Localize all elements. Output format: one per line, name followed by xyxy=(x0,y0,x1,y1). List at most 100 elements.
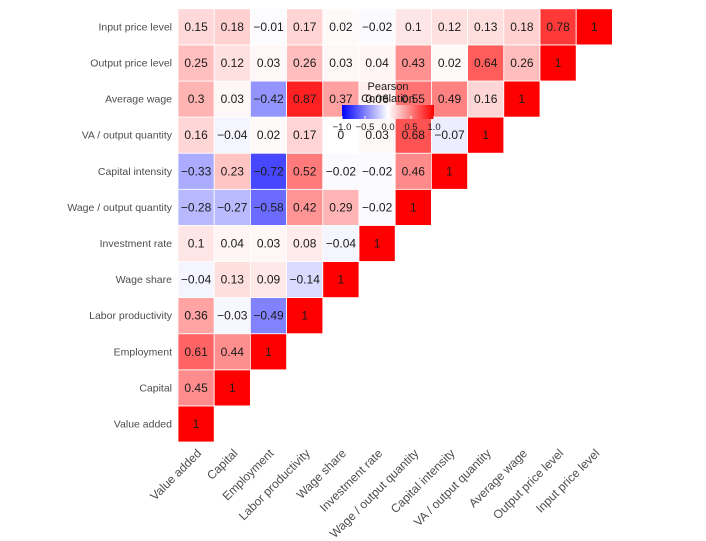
heatmap-cell-investment-rate-vs-value-added xyxy=(177,224,215,262)
cell-value-label: 1 xyxy=(338,273,345,287)
heatmap-cell-investment-rate-vs-capital xyxy=(213,224,251,262)
heatmap-cell-wage-output-quantity-vs-wage-output-quantity xyxy=(394,188,432,226)
heatmap-cell-average-wage-vs-capital-intensity xyxy=(430,80,468,118)
cell-value-label: 0 xyxy=(338,128,345,142)
cell-value-label: −0.02 xyxy=(362,200,393,214)
heatmap-cell-wage-output-quantity-vs-investment-rate xyxy=(358,188,396,226)
cell-value-label: 0.03 xyxy=(329,56,353,70)
heatmap-cell-labor-productivity-vs-capital xyxy=(213,297,251,335)
heatmap-cell-wage-share-vs-employment xyxy=(249,261,287,298)
legend-ticks: −1.0 −0.5 0.0 0.5 1.0 xyxy=(333,116,441,133)
heatmap-cell-wage-share-vs-wage-share xyxy=(322,261,360,298)
cell-value-label: 0.36 xyxy=(184,309,208,323)
cell-value-label: 0.42 xyxy=(293,200,317,214)
heatmap-cell-input-price-level-vs-va-output-quantity xyxy=(467,8,505,46)
legend-tick-label: 1.0 xyxy=(427,122,440,133)
cell-value-label: 0.23 xyxy=(221,164,245,178)
y-axis-label-capital: Capital xyxy=(139,382,172,394)
cell-value-label: 1 xyxy=(446,164,453,178)
heatmap-cell-average-wage-vs-employment xyxy=(249,80,287,118)
cell-value-label: 0.13 xyxy=(474,20,498,34)
cell-value-label: 1 xyxy=(482,128,489,142)
legend-tick-label: −0.5 xyxy=(356,122,375,133)
heatmap-cell-output-price-level-vs-employment xyxy=(249,44,287,82)
heatmap-cell-capital-intensity-vs-capital-intensity xyxy=(430,152,468,190)
cell-value-label: 0.3 xyxy=(188,92,205,106)
cell-value-label: 0.08 xyxy=(293,236,317,250)
heatmap-cell-wage-output-quantity-vs-capital xyxy=(213,188,251,226)
heatmap-cell-investment-rate-vs-labor-productivity xyxy=(286,224,324,262)
cell-value-label: 0.43 xyxy=(402,56,426,70)
cell-value-label: −0.58 xyxy=(253,200,284,214)
cell-value-label: 0.64 xyxy=(474,56,498,70)
cell-value-label: −0.28 xyxy=(181,200,212,214)
cell-value-label: 0.04 xyxy=(221,236,245,250)
cell-value-label: 0.13 xyxy=(221,273,245,287)
heatmap-cell-input-price-level-vs-wage-output-quantity xyxy=(394,8,432,46)
cell-value-label: 0.17 xyxy=(293,20,317,34)
cell-value-label: 0.78 xyxy=(546,20,570,34)
cell-value-label: 0.02 xyxy=(438,56,462,70)
heatmap-cell-input-price-level-vs-value-added xyxy=(177,8,215,46)
cell-value-label: 0.1 xyxy=(188,236,205,250)
legend-title-line-1: Pearson xyxy=(368,81,409,93)
heatmap-cell-average-wage-vs-value-added xyxy=(177,80,215,118)
heatmap-cell-output-price-level-vs-output-price-level xyxy=(539,44,577,82)
cell-value-label: −0.49 xyxy=(253,309,284,323)
cell-value-label: −0.14 xyxy=(290,273,321,287)
cell-value-label: −0.27 xyxy=(217,200,248,214)
y-axis-label-wage-share: Wage share xyxy=(116,274,172,286)
heatmap-cell-labor-productivity-vs-employment xyxy=(249,297,287,335)
cell-value-label: −0.03 xyxy=(217,309,248,323)
cell-value-label: 1 xyxy=(374,236,381,250)
heatmap-cell-input-price-level-vs-labor-productivity xyxy=(286,8,324,46)
cell-value-label: 0.52 xyxy=(293,164,317,178)
cell-value-label: −0.02 xyxy=(362,164,393,178)
cell-value-label: 0.15 xyxy=(184,20,208,34)
heatmap-cell-output-price-level-vs-va-output-quantity xyxy=(467,44,505,82)
heatmap-cell-average-wage-vs-average-wage xyxy=(503,80,541,118)
cell-value-label: 1 xyxy=(591,20,598,34)
heatmap-cell-va-output-quantity-vs-wage-share xyxy=(322,116,360,154)
heatmap-cell-wage-output-quantity-vs-labor-productivity xyxy=(286,188,324,226)
heatmap-cell-labor-productivity-vs-value-added xyxy=(177,297,215,335)
cell-value-label: 0.1 xyxy=(405,20,422,34)
heatmap-cells: 1 0.45 1 0.61 0.44 1 0.36 −0.03 −0.49 1 −0.04 0.13 0… xyxy=(177,8,613,443)
cell-value-label: 1 xyxy=(265,345,272,359)
x-axis-label-investment-rate: Investment rate xyxy=(317,446,386,515)
heatmap-cell-input-price-level-vs-capital xyxy=(213,8,251,46)
x-axis-label-capital-intensity: Capital intensity xyxy=(388,446,458,516)
cell-value-label: 1 xyxy=(193,417,200,431)
cell-value-label: 0.03 xyxy=(221,92,245,106)
legend-tick-label: 0.0 xyxy=(381,122,394,133)
cell-value-label: 0.45 xyxy=(184,381,208,395)
cell-value-label: −0.01 xyxy=(253,20,284,34)
cell-value-label: 0.26 xyxy=(510,56,534,70)
heatmap-cell-output-price-level-vs-wage-share xyxy=(322,44,360,82)
y-axis-labels: Value added Capital Employment Labor produc… xyxy=(67,21,172,430)
heatmap-cell-employment-vs-employment xyxy=(249,333,287,371)
cell-value-label: 0.17 xyxy=(293,128,317,142)
heatmap-cell-wage-share-vs-capital xyxy=(213,261,251,298)
cell-value-label: 0.61 xyxy=(184,345,208,359)
heatmap-cell-average-wage-vs-capital xyxy=(213,80,251,118)
heatmap-cell-output-price-level-vs-labor-productivity xyxy=(286,44,324,82)
heatmap-cell-input-price-level-vs-wage-share xyxy=(322,8,360,46)
heatmap-cell-investment-rate-vs-employment xyxy=(249,224,287,262)
cell-value-label: 0.12 xyxy=(438,20,462,34)
cell-value-label: −0.02 xyxy=(362,20,393,34)
cell-value-label: 1 xyxy=(410,200,417,214)
cell-value-label: −0.04 xyxy=(217,128,248,142)
legend-title-line-2: Correlation xyxy=(361,93,415,105)
y-axis-label-average-wage: Average wage xyxy=(105,94,172,106)
heatmap-cell-input-price-level-vs-input-price-level xyxy=(575,8,613,46)
heatmap-cell-investment-rate-vs-wage-share xyxy=(322,224,360,262)
heatmap-cell-capital-vs-value-added xyxy=(177,369,215,407)
cell-value-label: 0.06 xyxy=(365,92,389,106)
cell-value-label: 0.29 xyxy=(329,200,353,214)
cell-value-label: −0.42 xyxy=(253,92,284,106)
heatmap-cell-input-price-level-vs-investment-rate xyxy=(358,8,396,46)
heatmap-cell-investment-rate-vs-investment-rate xyxy=(358,224,396,262)
